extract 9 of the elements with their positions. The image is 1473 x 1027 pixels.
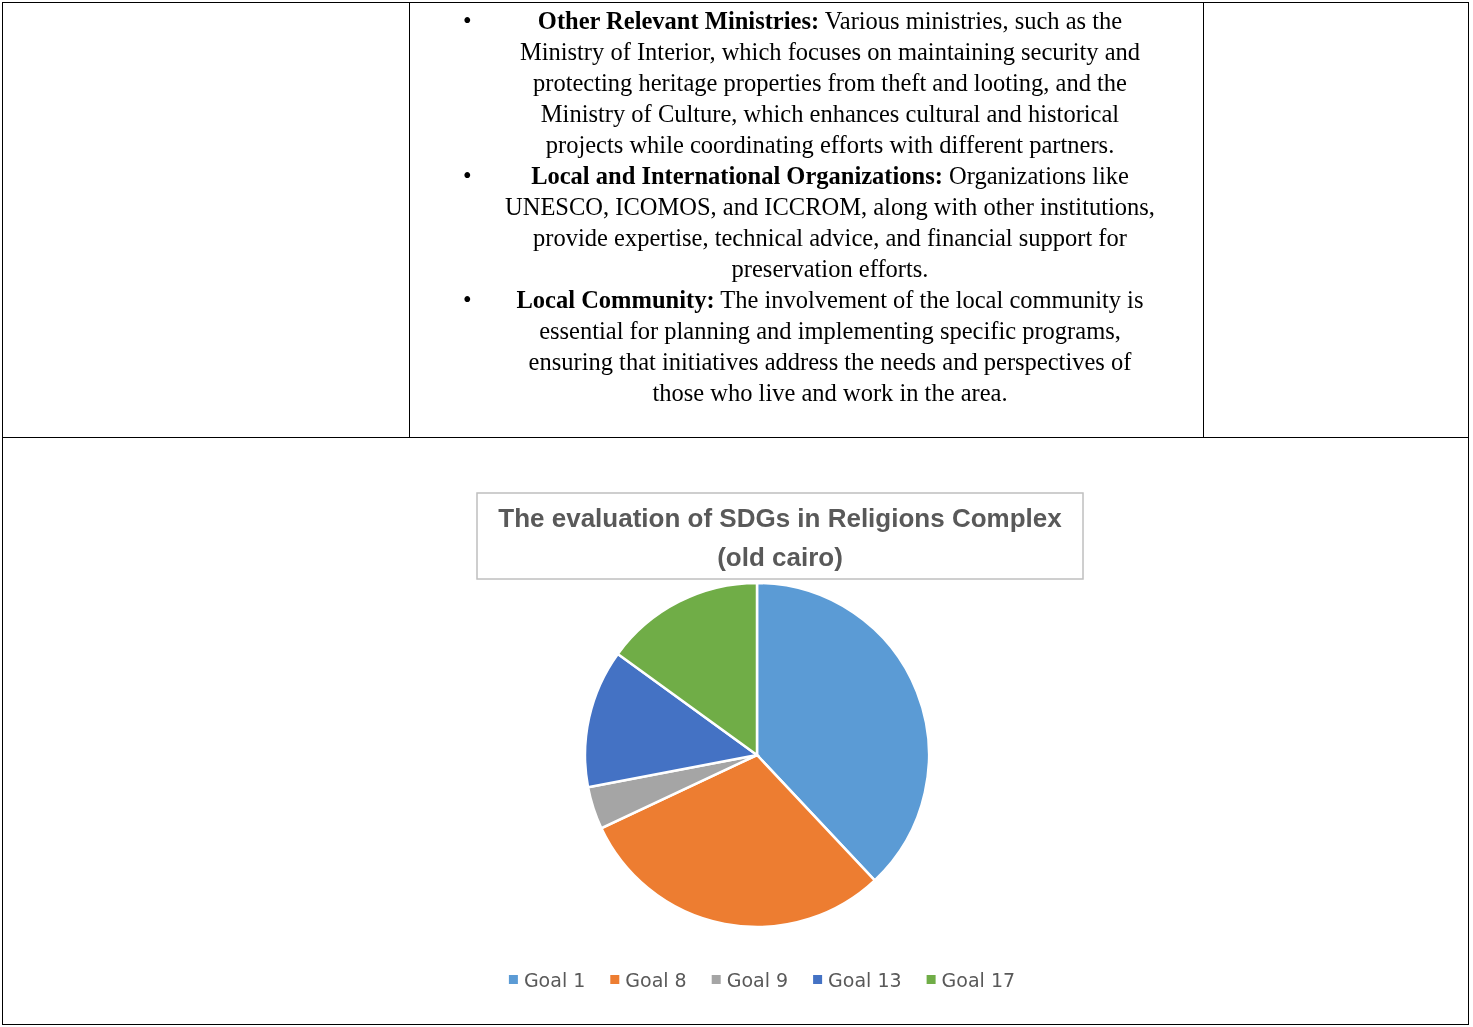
legend-label: Goal 1 bbox=[523, 969, 586, 991]
chart-title: The evaluation of SDGs in Religions Complex (old cairo) bbox=[498, 503, 1063, 572]
text: • Other Relevant Ministries: Various ministries, such as the Ministry of Interior, which focuses on maintaining security and protecting heritage properties from theft and looting, and the Ministry of Culture, which enhances cultural and historical projects while coordinating efforts with different partners. bbox=[463, 7, 1141, 158]
legend-label: Goal 9 bbox=[726, 969, 789, 991]
legend-label: Goal 8 bbox=[625, 969, 687, 991]
text: • Local and International Organizations: Organizations like UNESCO, ICOMOS, and ICCROM, along with other institutions, provide expertise, technical advice, and financial support for preservation efforts. bbox=[463, 162, 1155, 282]
text: • Local Community: The involvement of the local community is essential for planning and implementing specific programs, ensuring that initiatives address the needs and perspectives of those who live and work in the area. bbox=[463, 286, 1144, 406]
legend-label: Goal 13 bbox=[828, 969, 902, 991]
legend-label: Goal 17 bbox=[941, 969, 1016, 991]
